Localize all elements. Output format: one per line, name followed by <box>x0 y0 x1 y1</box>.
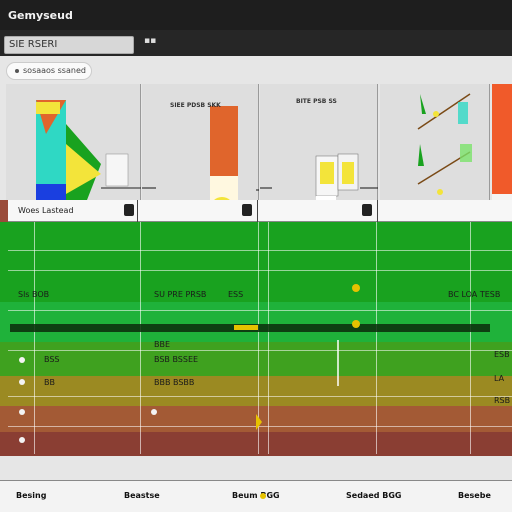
footer-label[interactable]: Beastse <box>124 491 160 500</box>
band-green-3 <box>0 342 512 376</box>
panel-3-label: BITE PSB SS <box>296 98 337 105</box>
table-cell: RSB <box>494 396 511 405</box>
table-cell: BSS <box>44 355 60 364</box>
table-cell: LA <box>494 374 505 383</box>
app-title: Gemyseud <box>8 9 73 22</box>
toolbar-menu-icon[interactable]: ▪▪ <box>144 36 157 46</box>
row-markers <box>19 284 360 443</box>
grid-hline <box>8 426 512 427</box>
toolbar: SIE RSERI ▪▪ <box>0 30 512 56</box>
grid-vline <box>34 222 35 454</box>
band-olive <box>0 376 512 406</box>
table-header: Woes Lastead <box>8 200 512 222</box>
header-cell-3[interactable] <box>258 200 378 222</box>
grid-hline <box>8 310 512 311</box>
footer-label[interactable]: Sedaed BGG <box>346 491 402 500</box>
grid-vline <box>376 222 377 454</box>
footer-label[interactable]: Beum BGG <box>232 491 280 500</box>
table-cell: Sls BOB <box>18 290 50 299</box>
sort-icon[interactable] <box>242 204 252 216</box>
filter-pill[interactable]: sosaaos ssaned <box>6 62 92 80</box>
table-cell: SU PRE PRSB <box>154 290 207 299</box>
data-table: Woes Lastead Sls BOB SU PRE PRSB ESS BC … <box>0 200 512 456</box>
table-cell: BBB BSBB <box>154 378 195 387</box>
accent-strip <box>492 84 512 194</box>
table-cell: BC LOA TESB <box>448 290 501 299</box>
band-green-1 <box>0 222 512 302</box>
table-cell: BSB BSSEE <box>154 355 199 364</box>
footer-label[interactable]: Besebe <box>458 491 491 500</box>
pill-dot-icon <box>15 68 19 73</box>
table-cell: ESS <box>228 290 244 299</box>
title-bar: Gemyseud <box>0 0 512 30</box>
grid-vline <box>258 222 259 454</box>
band-maroon <box>0 432 512 456</box>
sort-icon[interactable] <box>124 204 134 216</box>
sort-icon[interactable] <box>362 204 372 216</box>
band-green-2 <box>0 302 512 342</box>
header-title: Woes Lastead <box>18 206 74 215</box>
footer-label[interactable]: Besing <box>16 491 47 500</box>
footer-status-dot <box>260 493 266 499</box>
grid-vline <box>140 222 141 454</box>
header-cell-1[interactable]: Woes Lastead <box>8 200 138 222</box>
table-cell: BBE <box>154 340 171 349</box>
grid-vline <box>268 222 269 454</box>
selected-row-handle[interactable] <box>234 325 258 330</box>
grid-vline <box>470 222 471 454</box>
grid-hline <box>8 250 512 251</box>
grid-hline <box>8 396 512 397</box>
table-cell: ESB <box>494 350 510 359</box>
toolbar-input[interactable]: SIE RSERI <box>4 36 134 54</box>
header-cell-2[interactable] <box>138 200 258 222</box>
grid-hline <box>8 350 512 351</box>
grid-hline <box>8 270 512 271</box>
footer-bar: Besing Beastse Beum BGG Sedaed BGG Beseb… <box>0 480 512 512</box>
table-cell: BB <box>44 378 55 387</box>
filter-pill-label: sosaaos ssaned <box>23 66 86 75</box>
panel-2-label: SIEE PDSB SKK <box>170 102 221 109</box>
